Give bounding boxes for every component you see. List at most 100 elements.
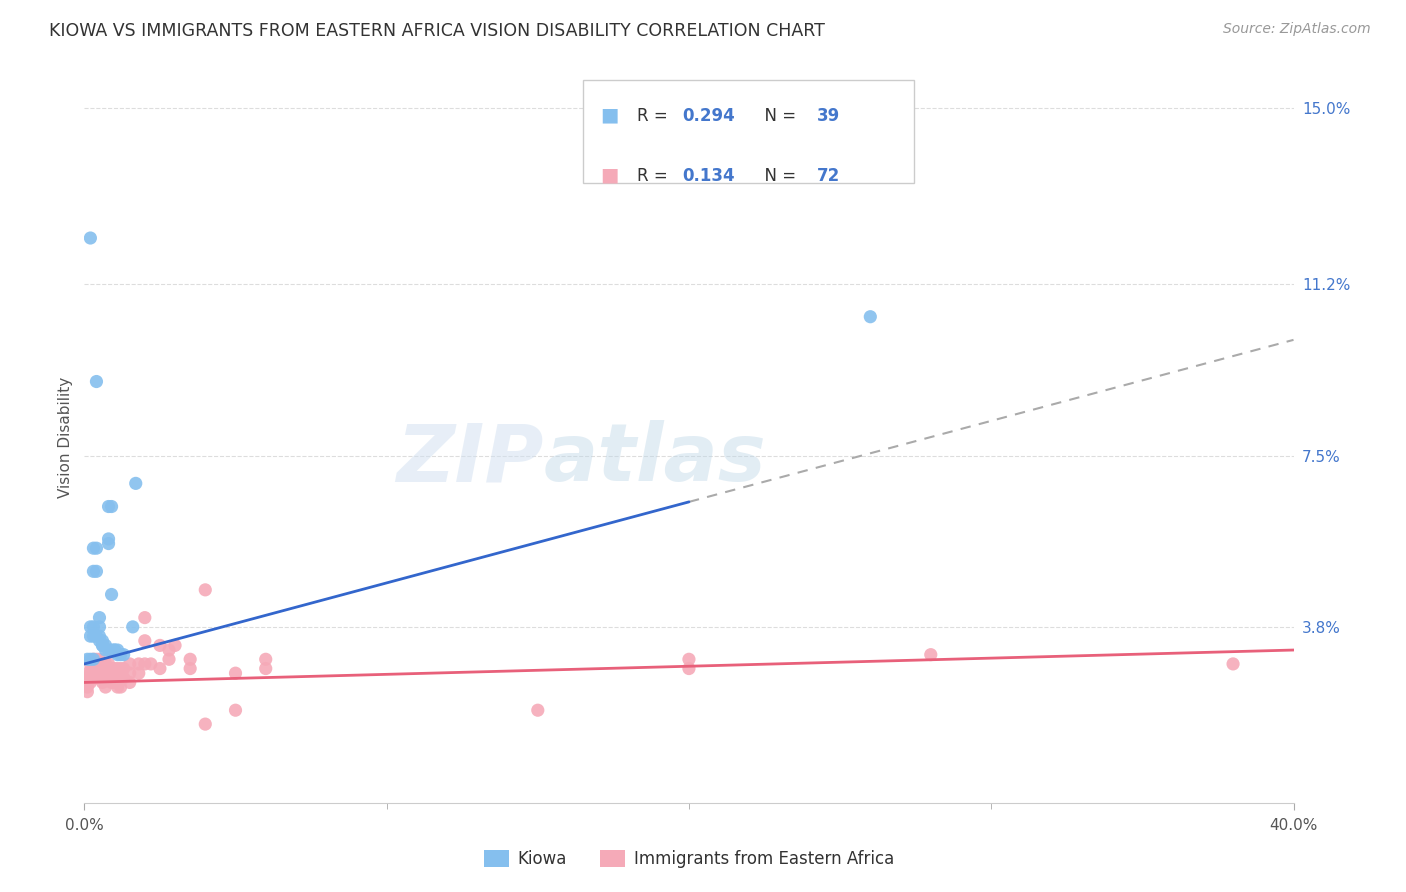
Point: [82, 629, 104, 643]
Point: [82, 671, 104, 685]
Point: [89, 661, 111, 675]
Text: ■: ■: [600, 105, 619, 124]
Point: [91, 639, 114, 653]
Point: [678, 652, 700, 666]
Point: [79, 629, 101, 643]
Point: [157, 643, 180, 657]
Point: [94, 671, 117, 685]
Point: [82, 541, 104, 556]
Point: [104, 675, 127, 690]
Text: 72: 72: [817, 167, 841, 185]
Point: [89, 633, 111, 648]
Point: [76, 680, 98, 694]
Point: [128, 666, 150, 681]
Point: [225, 666, 247, 681]
Text: 0.134: 0.134: [682, 167, 734, 185]
Point: [89, 610, 111, 624]
Text: N =: N =: [754, 167, 801, 185]
Point: [254, 661, 277, 675]
Point: [91, 661, 114, 675]
Point: [91, 675, 114, 690]
Text: Source: ZipAtlas.com: Source: ZipAtlas.com: [1223, 22, 1371, 37]
Point: [89, 666, 111, 681]
Point: [97, 500, 120, 514]
Point: [107, 671, 129, 685]
Point: [107, 648, 129, 662]
Point: [112, 661, 135, 675]
Point: [100, 675, 122, 690]
Point: [97, 666, 120, 681]
Point: [82, 565, 104, 579]
Text: R =: R =: [637, 107, 673, 125]
Point: [1222, 657, 1244, 671]
Text: ZIP: ZIP: [396, 420, 544, 498]
Point: [91, 657, 114, 671]
Point: [97, 536, 120, 550]
Point: [104, 671, 127, 685]
Point: [76, 652, 98, 666]
Point: [179, 661, 201, 675]
Point: [86, 661, 108, 675]
Point: [194, 717, 217, 731]
Point: [86, 541, 108, 556]
Point: [100, 661, 122, 675]
Point: [110, 648, 132, 662]
Point: [79, 652, 101, 666]
Point: [82, 620, 104, 634]
Point: [134, 610, 156, 624]
Point: [79, 231, 101, 245]
Legend: Kiowa, Immigrants from Eastern Africa: Kiowa, Immigrants from Eastern Africa: [478, 844, 900, 875]
Point: [79, 657, 101, 671]
Point: [110, 671, 132, 685]
Point: [107, 680, 129, 694]
Point: [97, 657, 120, 671]
Point: [118, 657, 141, 671]
Point: [128, 657, 150, 671]
Point: [107, 643, 129, 657]
Point: [527, 703, 550, 717]
Point: [76, 675, 98, 690]
Point: [100, 643, 122, 657]
Point: [82, 652, 104, 666]
Text: ■: ■: [600, 165, 619, 184]
Point: [100, 666, 122, 681]
Point: [89, 652, 111, 666]
Point: [920, 648, 942, 662]
Point: [94, 666, 117, 681]
Point: [86, 666, 108, 681]
Point: [86, 629, 108, 643]
Point: [89, 671, 111, 685]
Point: [94, 643, 117, 657]
Point: [157, 652, 180, 666]
Point: [91, 671, 114, 685]
Text: 39: 39: [817, 107, 841, 125]
Point: [86, 671, 108, 685]
Point: [112, 671, 135, 685]
Text: 0.294: 0.294: [682, 107, 735, 125]
Point: [194, 582, 217, 597]
Point: [678, 661, 700, 675]
Y-axis label: Vision Disability: Vision Disability: [58, 376, 73, 498]
Point: [149, 639, 172, 653]
Point: [225, 703, 247, 717]
Point: [82, 666, 104, 681]
Point: [89, 620, 111, 634]
Point: [125, 476, 148, 491]
Point: [110, 680, 132, 694]
Point: [134, 633, 156, 648]
Point: [97, 532, 120, 546]
Point: [118, 675, 141, 690]
Point: [149, 661, 172, 675]
Point: [79, 666, 101, 681]
Text: N =: N =: [754, 107, 801, 125]
Point: [76, 666, 98, 681]
Point: [86, 375, 108, 389]
Point: [79, 675, 101, 690]
Point: [104, 643, 127, 657]
Point: [118, 666, 141, 681]
Point: [112, 648, 135, 662]
Point: [100, 587, 122, 601]
Point: [97, 671, 120, 685]
Point: [79, 620, 101, 634]
Point: [165, 639, 187, 653]
